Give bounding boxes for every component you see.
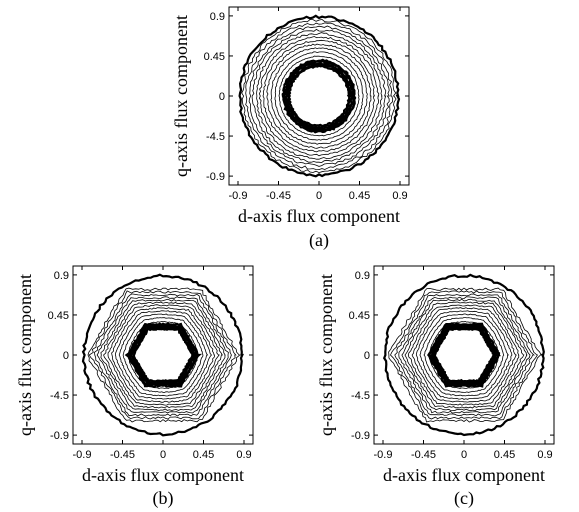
inner-flux-trace	[124, 322, 203, 388]
flux-trace	[245, 22, 394, 171]
chart-panel-2: -0.9 -0.45 0 0.45 0.9 0.9 0.45 0 -4.5 -0.9 d-axis …	[15, 265, 254, 509]
x-tick-label: -0.45	[411, 449, 436, 461]
flux-trace	[394, 293, 535, 417]
y-tick-label: 0.9	[210, 11, 225, 23]
flux-trace	[122, 317, 204, 393]
y-tick-label: 0	[364, 350, 370, 362]
x-tick-label: 0	[316, 190, 322, 202]
y-axis-label: q-axis flux component	[316, 274, 336, 436]
x-tick-label: -0.9	[374, 449, 393, 461]
flux-trace	[248, 25, 390, 167]
inner-flux-trace	[281, 58, 357, 134]
y-axis-label: q-axis flux component	[15, 274, 35, 436]
y-tick-label: 0.45	[204, 51, 225, 63]
flux-trace	[274, 51, 364, 141]
flux-trace	[415, 310, 513, 400]
flux-trace	[388, 287, 542, 423]
x-tick-label: -0.45	[266, 190, 291, 202]
outer-flux-trace	[81, 273, 244, 437]
y-tick-label: -4.5	[50, 390, 69, 402]
y-axis-label: q-axis flux component	[171, 15, 191, 177]
y-tick-label: 0	[63, 350, 69, 362]
y-tick-label: -0.9	[206, 171, 225, 183]
panel-label: (b)	[153, 488, 174, 509]
y-tick-label: -4.5	[206, 131, 225, 143]
flux-trace	[241, 18, 397, 174]
inner-flux-trace	[284, 62, 354, 130]
panel-label: (c)	[454, 488, 474, 509]
y-tick-label: -4.5	[351, 390, 370, 402]
flux-trace	[100, 298, 226, 412]
x-axis-label: d-axis flux component	[383, 465, 545, 485]
flux-trace	[103, 301, 223, 409]
y-tick-label: 0.45	[48, 310, 69, 322]
inner-flux-trace	[427, 322, 501, 388]
flux-trace	[278, 55, 360, 137]
flux-trace	[423, 317, 505, 393]
flux-trace	[270, 47, 368, 145]
flux-trace	[107, 304, 220, 406]
inner-flux-trace	[286, 63, 352, 130]
flux-trace	[398, 296, 531, 414]
x-tick-label: -0.45	[110, 449, 135, 461]
x-tick-label: 0.9	[392, 190, 407, 202]
flux-trace	[118, 313, 209, 397]
flux-trace	[262, 39, 376, 153]
y-tick-label: -0.9	[50, 430, 69, 442]
x-tick-label: 0	[461, 449, 467, 461]
x-axis-label: d-axis flux component	[238, 206, 400, 226]
x-tick-label: 0.45	[193, 449, 214, 461]
x-tick-label: -0.9	[229, 190, 248, 202]
flux-trace	[407, 304, 520, 406]
y-tick-label: 0	[219, 91, 225, 103]
flux-trace	[115, 310, 213, 400]
x-tick-label: 0.9	[236, 449, 251, 461]
x-axis-label: d-axis flux component	[82, 465, 244, 485]
flux-trace	[258, 36, 380, 157]
flux-trace	[266, 43, 372, 149]
chart-panel-1: -0.9 -0.45 0 0.45 0.9 0.9 0.45 0 -4.5 -0.9 d-axis …	[171, 6, 410, 251]
flux-trace	[88, 290, 237, 420]
flux-trace	[419, 313, 510, 397]
y-tick-label: 0.45	[349, 310, 370, 322]
chart-panel-3: -0.9 -0.45 0 0.45 0.9 0.9 0.45 0 -4.5 -0.9 d-axis …	[316, 265, 555, 509]
flux-trace	[96, 296, 229, 414]
inner-flux-trace	[433, 327, 498, 383]
y-tick-label: 0.9	[54, 270, 69, 282]
flux-trace	[87, 287, 241, 423]
flux-trace	[411, 307, 517, 403]
outer-flux-trace	[238, 14, 401, 178]
x-tick-label: -0.9	[73, 449, 92, 461]
y-tick-label: 0.9	[355, 270, 370, 282]
flux-trace	[390, 290, 539, 420]
x-tick-label: 0.45	[349, 190, 370, 202]
flux-trace	[251, 28, 387, 164]
x-tick-label: 0.9	[537, 449, 552, 461]
flux-trace	[404, 301, 525, 409]
flux-trace	[401, 298, 528, 412]
x-tick-label: 0	[160, 449, 166, 461]
inner-flux-trace	[132, 327, 196, 383]
x-tick-label: 0.45	[494, 449, 515, 461]
flux-trace	[111, 307, 215, 403]
flux-trace	[94, 293, 233, 417]
panel-label: (a)	[309, 230, 329, 251]
outer-flux-trace	[382, 273, 545, 437]
y-tick-label: -0.9	[351, 430, 370, 442]
flux-trace	[256, 32, 383, 160]
